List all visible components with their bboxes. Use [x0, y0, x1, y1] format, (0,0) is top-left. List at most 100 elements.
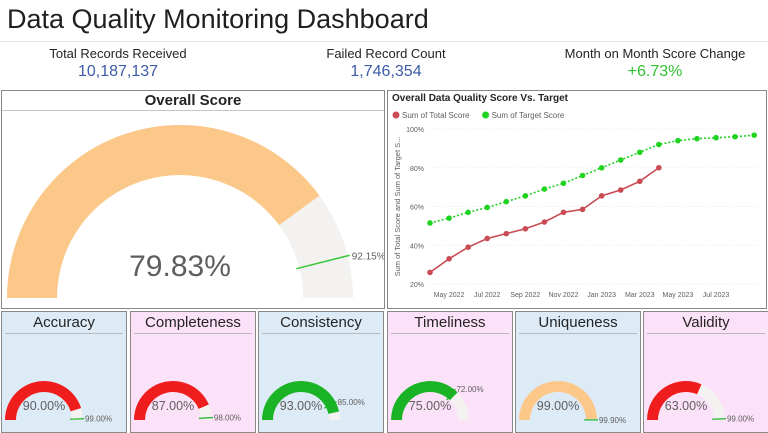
- card-title: Timeliness: [391, 312, 509, 334]
- score-vs-target-visual[interactable]: Overall Data Quality Score Vs. Target Su…: [387, 90, 767, 309]
- data-point: [522, 193, 529, 199]
- gauge-fill: [647, 381, 702, 420]
- gauge-target-label: 85.00%: [338, 398, 365, 407]
- data-point: [656, 164, 662, 171]
- card-timeliness[interactable]: Timeliness 72.00% 75.00%: [387, 311, 513, 433]
- x-tick-label: Nov 2022: [549, 292, 579, 299]
- legend-marker: [392, 111, 400, 119]
- card-title: Completeness: [134, 312, 252, 334]
- data-point: [541, 186, 548, 192]
- data-point: [732, 133, 738, 140]
- data-point: [427, 220, 433, 226]
- gauge-value-label: 75.00%: [409, 399, 451, 413]
- data-point: [427, 269, 433, 276]
- gauge-target-marker: [446, 388, 456, 401]
- data-point: [503, 230, 510, 237]
- data-point: [579, 206, 586, 213]
- gauge-target-label: 98.00%: [214, 413, 241, 422]
- gauge-value-label: 93.00%: [280, 399, 322, 413]
- kpi-failed-records[interactable]: Failed Record Count 1,746,354: [306, 46, 466, 81]
- x-tick-label: May 2023: [663, 292, 694, 299]
- gauge-fill: [7, 125, 320, 298]
- data-point: [617, 157, 624, 163]
- data-point: [522, 225, 529, 232]
- x-tick-label: Jan 2023: [587, 292, 616, 299]
- y-tick-label: 40%: [410, 243, 424, 250]
- x-tick-label: May 2022: [434, 292, 465, 299]
- data-point: [656, 141, 662, 148]
- page-title: Data Quality Monitoring Dashboard: [7, 4, 429, 34]
- data-point: [598, 193, 605, 199]
- card-gauge: 99.00% 63.00%: [647, 381, 754, 424]
- card-gauge: 99.00% 90.00%: [5, 381, 112, 424]
- data-point: [713, 134, 719, 141]
- data-point: [560, 209, 567, 216]
- y-tick-label: 20%: [410, 282, 424, 289]
- gauge-fill: [391, 381, 458, 420]
- gauge-value-label: 79.83%: [129, 250, 231, 283]
- data-point: [598, 164, 605, 171]
- card-accuracy[interactable]: Accuracy 99.00% 90.00%: [1, 311, 127, 433]
- data-point: [541, 219, 548, 225]
- gauge-value-label: 99.00%: [537, 399, 579, 413]
- card-title: Validity: [647, 312, 765, 334]
- data-point: [503, 198, 510, 205]
- kpi-label: Month on Month Score Change: [564, 46, 746, 61]
- x-tick-label: Mar 2023: [625, 292, 655, 299]
- score-vs-target-chart: Sum of Total Score Sum of Target Score 20%…: [392, 111, 758, 299]
- kpi-mom-score-change[interactable]: Month on Month Score Change +6.73%: [560, 46, 750, 81]
- gauge-fill: [262, 381, 340, 420]
- card-uniqueness[interactable]: Uniqueness 99.90% 99.00%: [515, 311, 641, 433]
- gauge-target-marker: [323, 401, 337, 409]
- overall-score-title: Overall Score: [2, 91, 384, 111]
- card-title: Uniqueness: [519, 312, 637, 334]
- overall-score-visual[interactable]: Overall Score 92.15% 79.83%: [1, 90, 385, 309]
- card-completeness[interactable]: Completeness 98.00% 87.00%: [130, 311, 256, 433]
- gauge-target-label: 99.90%: [599, 416, 626, 425]
- chart-title: Overall Data Quality Score Vs. Target: [392, 93, 568, 104]
- y-tick-label: 80%: [410, 166, 424, 173]
- kpi-value: 1,746,354: [350, 63, 422, 80]
- overall-score-gauge: 92.15% 79.83%: [7, 125, 384, 298]
- x-tick-label: Jul 2022: [474, 292, 501, 299]
- data-point: [617, 187, 624, 193]
- data-point: [484, 204, 491, 211]
- data-point: [560, 180, 567, 187]
- gauge-fill: [134, 381, 209, 420]
- card-title: Consistency: [262, 312, 380, 334]
- data-point: [636, 178, 643, 185]
- gauge-target-label: 92.15%: [352, 251, 384, 262]
- legend-entry: Sum of Target Score: [492, 111, 565, 120]
- data-point: [675, 137, 681, 144]
- card-validity[interactable]: Validity 99.00% 63.00%: [643, 311, 768, 433]
- card-gauge: 99.90% 99.00%: [519, 380, 626, 425]
- y-tick-label: 100%: [406, 127, 424, 134]
- gauge-target-label: 72.00%: [456, 385, 483, 394]
- title-bar: Data Quality Monitoring Dashboard: [0, 0, 768, 42]
- gauge-fill: [519, 380, 597, 420]
- card-gauge: 98.00% 87.00%: [134, 381, 241, 422]
- y-tick-label: 60%: [410, 205, 424, 212]
- data-point: [579, 172, 586, 179]
- kpi-label: Total Records Received: [49, 46, 187, 61]
- card-gauge: 85.00% 93.00%: [262, 381, 365, 420]
- legend-marker: [482, 111, 490, 119]
- data-point: [465, 209, 471, 216]
- gauge-target-marker: [198, 416, 213, 419]
- x-tick-label: Jul 2023: [703, 292, 730, 299]
- card-consistency[interactable]: Consistency 85.00% 93.00%: [258, 311, 384, 433]
- data-point: [465, 244, 471, 250]
- kpi-total-records[interactable]: Total Records Received 10,187,137: [38, 46, 198, 81]
- gauge-value-label: 63.00%: [665, 399, 707, 413]
- gauge-target-label: 99.00%: [727, 415, 754, 424]
- gauge-target-label: 99.00%: [85, 415, 112, 424]
- series-line: [429, 134, 755, 224]
- x-tick-label: Sep 2022: [510, 292, 540, 299]
- gauge-fill: [5, 381, 82, 420]
- legend-entry: Sum of Total Score: [402, 111, 470, 120]
- kpi-label: Failed Record Count: [326, 46, 446, 61]
- card-title: Accuracy: [5, 312, 123, 334]
- gauge-value-label: 90.00%: [23, 399, 65, 413]
- data-point: [484, 235, 491, 242]
- data-point: [446, 256, 452, 262]
